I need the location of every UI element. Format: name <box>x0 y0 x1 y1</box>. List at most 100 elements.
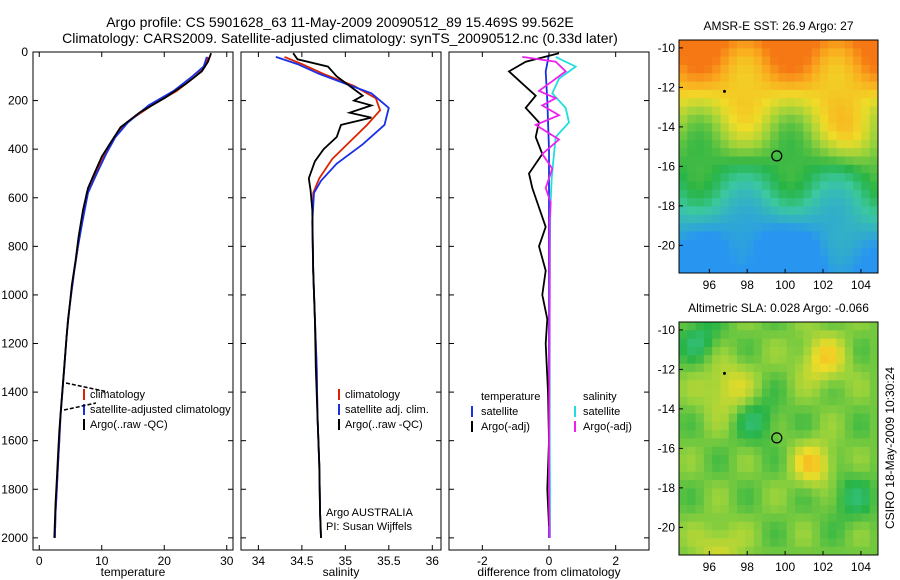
diff-legend-heading-temperature: temperature <box>481 391 540 403</box>
map-1-cell <box>786 388 796 398</box>
map-0-cell <box>853 156 862 166</box>
panel-0-ytick-label-6: 1200 <box>1 337 28 351</box>
map-0-cell <box>703 48 713 58</box>
map-0-cell <box>687 156 696 166</box>
map-1-cell <box>761 346 771 356</box>
map-0-cell <box>687 256 696 266</box>
map-0-cell <box>828 73 837 83</box>
map-0-cell <box>836 73 846 83</box>
map-1-cell <box>869 346 879 356</box>
map-1-cell <box>761 380 771 389</box>
map-1-xtick-label-4: 104 <box>851 560 871 574</box>
map-0-cell <box>811 156 821 166</box>
map-1-cell <box>819 496 829 506</box>
map-1-cell <box>761 546 771 556</box>
map-1-cell <box>861 421 871 431</box>
map-0-cell <box>695 131 705 141</box>
map-1-cell <box>687 388 696 398</box>
map-1-cell <box>728 488 738 498</box>
map-0-cell <box>844 223 854 232</box>
map-1-cell <box>695 346 705 356</box>
map-1-cell <box>811 505 821 514</box>
map-1-cell <box>861 530 871 539</box>
map-0-cell <box>844 40 854 49</box>
map-1-cell <box>786 430 796 439</box>
map-0-cell <box>720 173 730 182</box>
map-1-cell <box>828 330 837 340</box>
map-0-cell <box>753 264 763 274</box>
map-0-ytick-label-5: -20 <box>658 238 676 252</box>
map-0-ytick-label-4: -18 <box>658 199 676 213</box>
map-1-cell <box>828 463 837 473</box>
map-0-cell <box>811 114 821 124</box>
map-1-cell <box>811 380 821 389</box>
map-1-cell <box>679 322 688 331</box>
map-1-cell <box>861 380 871 389</box>
map-1-cell <box>737 355 746 365</box>
map-0-cell <box>679 248 688 257</box>
map-1-cell <box>778 496 788 506</box>
map-0-cell <box>811 206 821 216</box>
map-1-cell <box>844 438 854 448</box>
map-0-cell <box>761 139 771 149</box>
map-1-cell <box>803 521 813 531</box>
map-1-cell <box>712 480 721 489</box>
map-0-cell <box>795 64 804 74</box>
map-0-cell <box>728 73 738 83</box>
map-1-cell <box>819 446 829 456</box>
map-0-cell <box>720 56 730 66</box>
map-1-cell <box>778 530 788 539</box>
map-1-cell <box>803 455 813 464</box>
map-0-cell <box>753 64 763 74</box>
map-0-cell <box>703 198 713 207</box>
map-1-ytick-label-2: -14 <box>658 402 676 416</box>
map-1-cell <box>803 438 813 448</box>
map-1-cell <box>770 363 779 373</box>
map-1-cell <box>803 388 813 398</box>
map-0-cell <box>861 73 871 83</box>
map-1-cell <box>853 380 862 389</box>
map-0-cell <box>712 106 721 116</box>
map-1-cell <box>687 463 696 473</box>
map-1-cell <box>753 330 763 340</box>
map-0-cell <box>819 64 829 74</box>
map-1-cell <box>703 471 713 481</box>
map-0-cell <box>844 181 854 191</box>
panel-0-series-0-line <box>54 56 209 538</box>
map-1-cell <box>687 396 696 406</box>
map-0-cell <box>853 206 862 216</box>
map-0-cell <box>687 223 696 232</box>
map-1-cell <box>679 505 688 514</box>
map-1-cell <box>853 438 862 448</box>
map-0-cell <box>869 106 879 116</box>
map-0-cell <box>778 81 788 91</box>
map-1-cell <box>737 471 746 481</box>
map-1-cell <box>836 513 846 523</box>
map-1-cell <box>828 471 837 481</box>
map-1-cell <box>745 396 755 406</box>
map-0-cell <box>803 81 813 91</box>
map-0-cell <box>836 173 846 182</box>
map-0-cell <box>770 81 779 91</box>
map-0-cell <box>745 264 755 274</box>
map-1-cell <box>811 488 821 498</box>
map-1-cell <box>803 363 813 373</box>
map-0-cell <box>786 148 796 157</box>
panel-1-xtick-label-4: 36 <box>426 554 440 568</box>
map-1-cell <box>786 530 796 539</box>
map-1-cell <box>803 371 813 381</box>
map-0-cell <box>703 40 713 49</box>
map-1-cell <box>720 463 730 473</box>
map-1-cell <box>737 455 746 464</box>
map-0-cell <box>819 181 829 191</box>
map-0-cell <box>770 223 779 232</box>
map-0-cell <box>745 156 755 166</box>
map-0-cell <box>712 89 721 99</box>
map-1-cell <box>819 471 829 481</box>
map-1-cell <box>795 371 804 381</box>
map-1-cell <box>811 413 821 423</box>
map-0-cell <box>861 198 871 207</box>
map-0-cell <box>695 89 705 99</box>
map-0-cell <box>720 206 730 216</box>
map-0-cell <box>803 231 813 241</box>
